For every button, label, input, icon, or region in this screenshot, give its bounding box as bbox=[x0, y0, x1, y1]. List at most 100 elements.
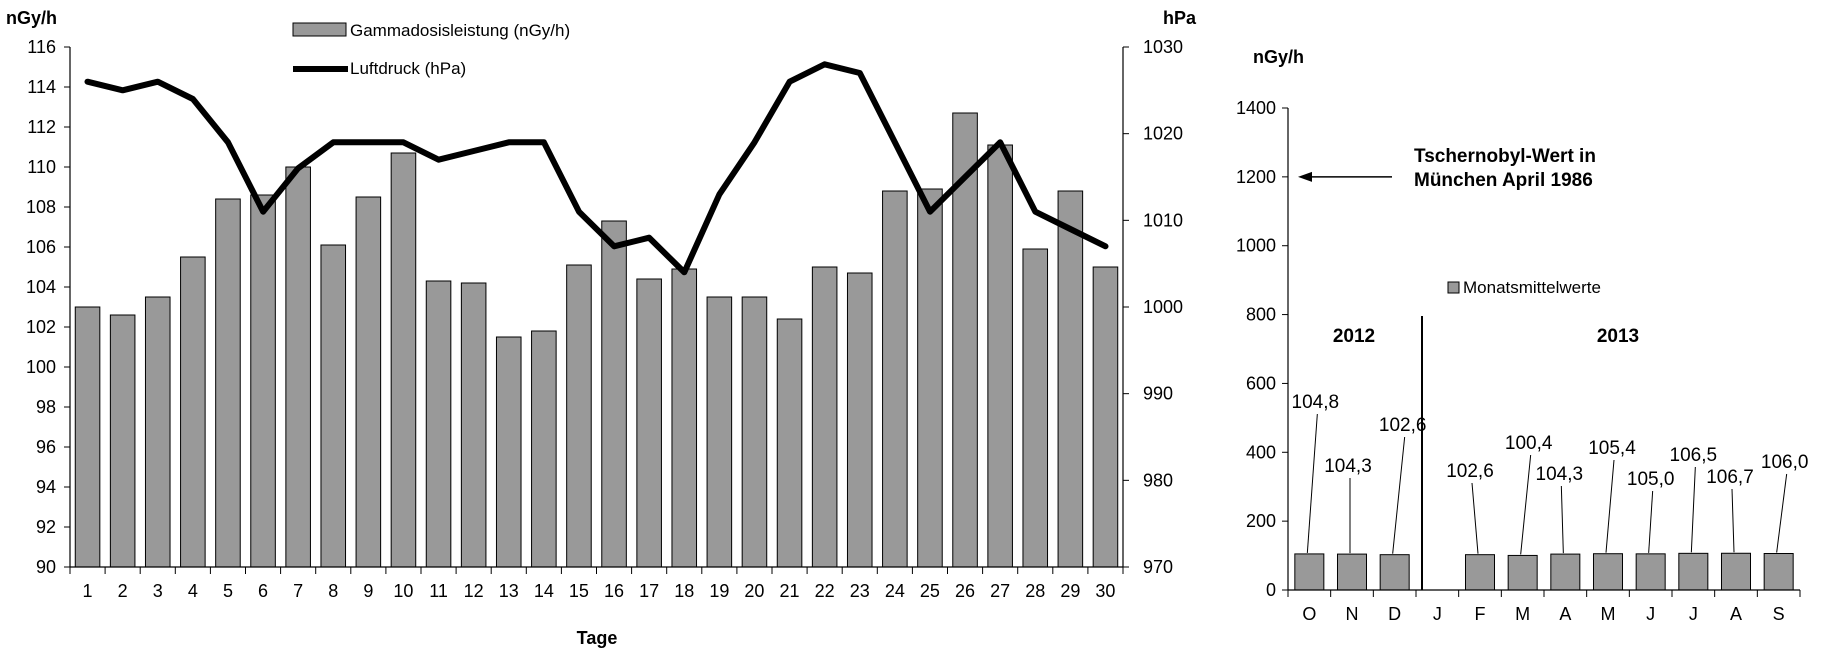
day-tick-label: 25 bbox=[920, 581, 940, 601]
monthly-tick-label: 1000 bbox=[1236, 236, 1276, 256]
monthly-label-leader bbox=[1648, 490, 1654, 553]
day-tick-label: 18 bbox=[674, 581, 694, 601]
monthly-label-leader bbox=[1520, 454, 1532, 555]
monthly-data-label: 106,0 bbox=[1761, 452, 1809, 473]
gamma-bar bbox=[846, 272, 873, 568]
day-tick-label: 26 bbox=[955, 581, 975, 601]
monthly-bars bbox=[1294, 552, 1794, 591]
left-tick-label: 94 bbox=[36, 477, 56, 497]
pressure-point bbox=[506, 139, 512, 145]
day-tick-label: 3 bbox=[153, 581, 163, 601]
month-tick-label: M bbox=[1601, 604, 1616, 624]
right-tick-label: 1030 bbox=[1143, 37, 1183, 57]
gamma-bar bbox=[285, 166, 311, 568]
year-label-2013: 2013 bbox=[1597, 326, 1639, 347]
pressure-point bbox=[155, 79, 161, 85]
legend-label-pressure: Luftdruck (hPa) bbox=[350, 59, 466, 78]
pressure-point bbox=[190, 96, 196, 102]
monthly-label-leader bbox=[1471, 482, 1479, 554]
month-tick-label: J bbox=[1646, 604, 1655, 624]
monthly-tick-label: 1200 bbox=[1236, 167, 1276, 187]
monthly-label-leader bbox=[1560, 485, 1564, 554]
pressure-point bbox=[751, 139, 757, 145]
gamma-bar bbox=[355, 196, 382, 568]
monthly-data-label: 104,3 bbox=[1324, 456, 1372, 477]
pressure-point bbox=[295, 165, 301, 171]
left-tick-label: 114 bbox=[27, 77, 56, 97]
gamma-bar bbox=[144, 296, 171, 568]
right-tick-label: 1020 bbox=[1143, 124, 1183, 144]
left-tick-label: 112 bbox=[27, 117, 56, 137]
day-tick-label: 15 bbox=[569, 581, 589, 601]
day-tick-label: 8 bbox=[328, 581, 338, 601]
gamma-bar bbox=[531, 330, 557, 568]
day-tick-label: 22 bbox=[815, 581, 835, 601]
gamma-bar bbox=[460, 282, 487, 568]
pressure-point bbox=[927, 209, 933, 215]
legend-label-monthly: Monatsmittelwerte bbox=[1463, 278, 1601, 297]
pressure-point bbox=[962, 174, 968, 180]
day-tick-label: 17 bbox=[639, 581, 659, 601]
pressure-point bbox=[716, 191, 722, 197]
pressure-point bbox=[892, 139, 898, 145]
left-tick-label: 96 bbox=[36, 437, 56, 457]
gamma-bar bbox=[425, 280, 452, 568]
monthly-bar bbox=[1294, 553, 1325, 591]
monthly-label-leader bbox=[1776, 473, 1788, 553]
left-tick-label: 90 bbox=[36, 557, 56, 577]
gamma-bar bbox=[566, 264, 592, 568]
gamma-bar bbox=[250, 194, 276, 568]
daily-chart: nGy/h hPa 909294969810010210410610811011… bbox=[6, 8, 1197, 648]
right-tick-label: 1000 bbox=[1143, 297, 1183, 317]
left-tick-label: 116 bbox=[27, 37, 56, 57]
gamma-bar bbox=[636, 278, 662, 568]
pressure-point bbox=[260, 209, 266, 215]
gamma-bar bbox=[987, 144, 1013, 568]
monthly-label-leader bbox=[1731, 488, 1735, 553]
monthly-data-labels: 104,8104,3102,6102,6100,4104,3105,4105,0… bbox=[1292, 392, 1809, 490]
legend-label-gamma: Gammadosisleistung (nGy/h) bbox=[350, 21, 570, 40]
right-axis-ticks: 970 980 990 1000 1010 1020 1030 bbox=[1123, 37, 1183, 577]
gamma-bar bbox=[671, 268, 698, 568]
monthly-bar bbox=[1507, 554, 1538, 591]
gamma-bar bbox=[74, 306, 101, 568]
gamma-bar bbox=[320, 244, 347, 568]
gamma-bar bbox=[706, 296, 733, 568]
pressure-point bbox=[436, 157, 442, 163]
day-tick-label: 28 bbox=[1025, 581, 1045, 601]
day-tick-label: 16 bbox=[604, 581, 624, 601]
pressure-point bbox=[1032, 209, 1038, 215]
pressure-point bbox=[822, 61, 828, 67]
legend-swatch-monthly bbox=[1447, 281, 1460, 294]
gamma-bar bbox=[180, 256, 206, 568]
right-axis-unit: hPa bbox=[1163, 8, 1197, 28]
day-tick-label: 23 bbox=[850, 581, 870, 601]
left-tick-label: 98 bbox=[36, 397, 56, 417]
left-tick-label: 102 bbox=[26, 317, 56, 337]
monthly-bar bbox=[1635, 553, 1666, 591]
gamma-bar bbox=[495, 336, 522, 568]
pressure-point bbox=[787, 79, 793, 85]
annotation-text: Tschernobyl-Wert in München April 1986 bbox=[1414, 146, 1601, 191]
pressure-point bbox=[1067, 226, 1073, 232]
pressure-point bbox=[330, 139, 336, 145]
pressure-point bbox=[1102, 243, 1108, 249]
day-tick-label: 19 bbox=[709, 581, 729, 601]
month-tick-label: N bbox=[1346, 604, 1359, 624]
monthly-data-label: 106,7 bbox=[1706, 467, 1754, 488]
pressure-series-line bbox=[84, 61, 1109, 276]
monthly-chart: nGy/h 0 200 400 600 800 1000 1200 1400 104,8 104… bbox=[1236, 47, 1808, 624]
monthly-tick-label: 600 bbox=[1246, 373, 1276, 393]
day-tick-label: 11 bbox=[429, 581, 448, 601]
month-tick-label: A bbox=[1730, 604, 1742, 624]
monthly-data-label: 104,8 bbox=[1292, 392, 1340, 413]
day-tick-label: 24 bbox=[885, 581, 905, 601]
right-tick-label: 990 bbox=[1143, 384, 1173, 404]
gamma-bar bbox=[811, 266, 838, 568]
left-tick-label: 92 bbox=[36, 517, 56, 537]
annotation-arrowhead bbox=[1298, 171, 1312, 182]
day-tick-label: 10 bbox=[393, 581, 413, 601]
annotation-line-2: München April 1986 bbox=[1414, 170, 1593, 191]
left-tick-label: 110 bbox=[27, 157, 56, 177]
